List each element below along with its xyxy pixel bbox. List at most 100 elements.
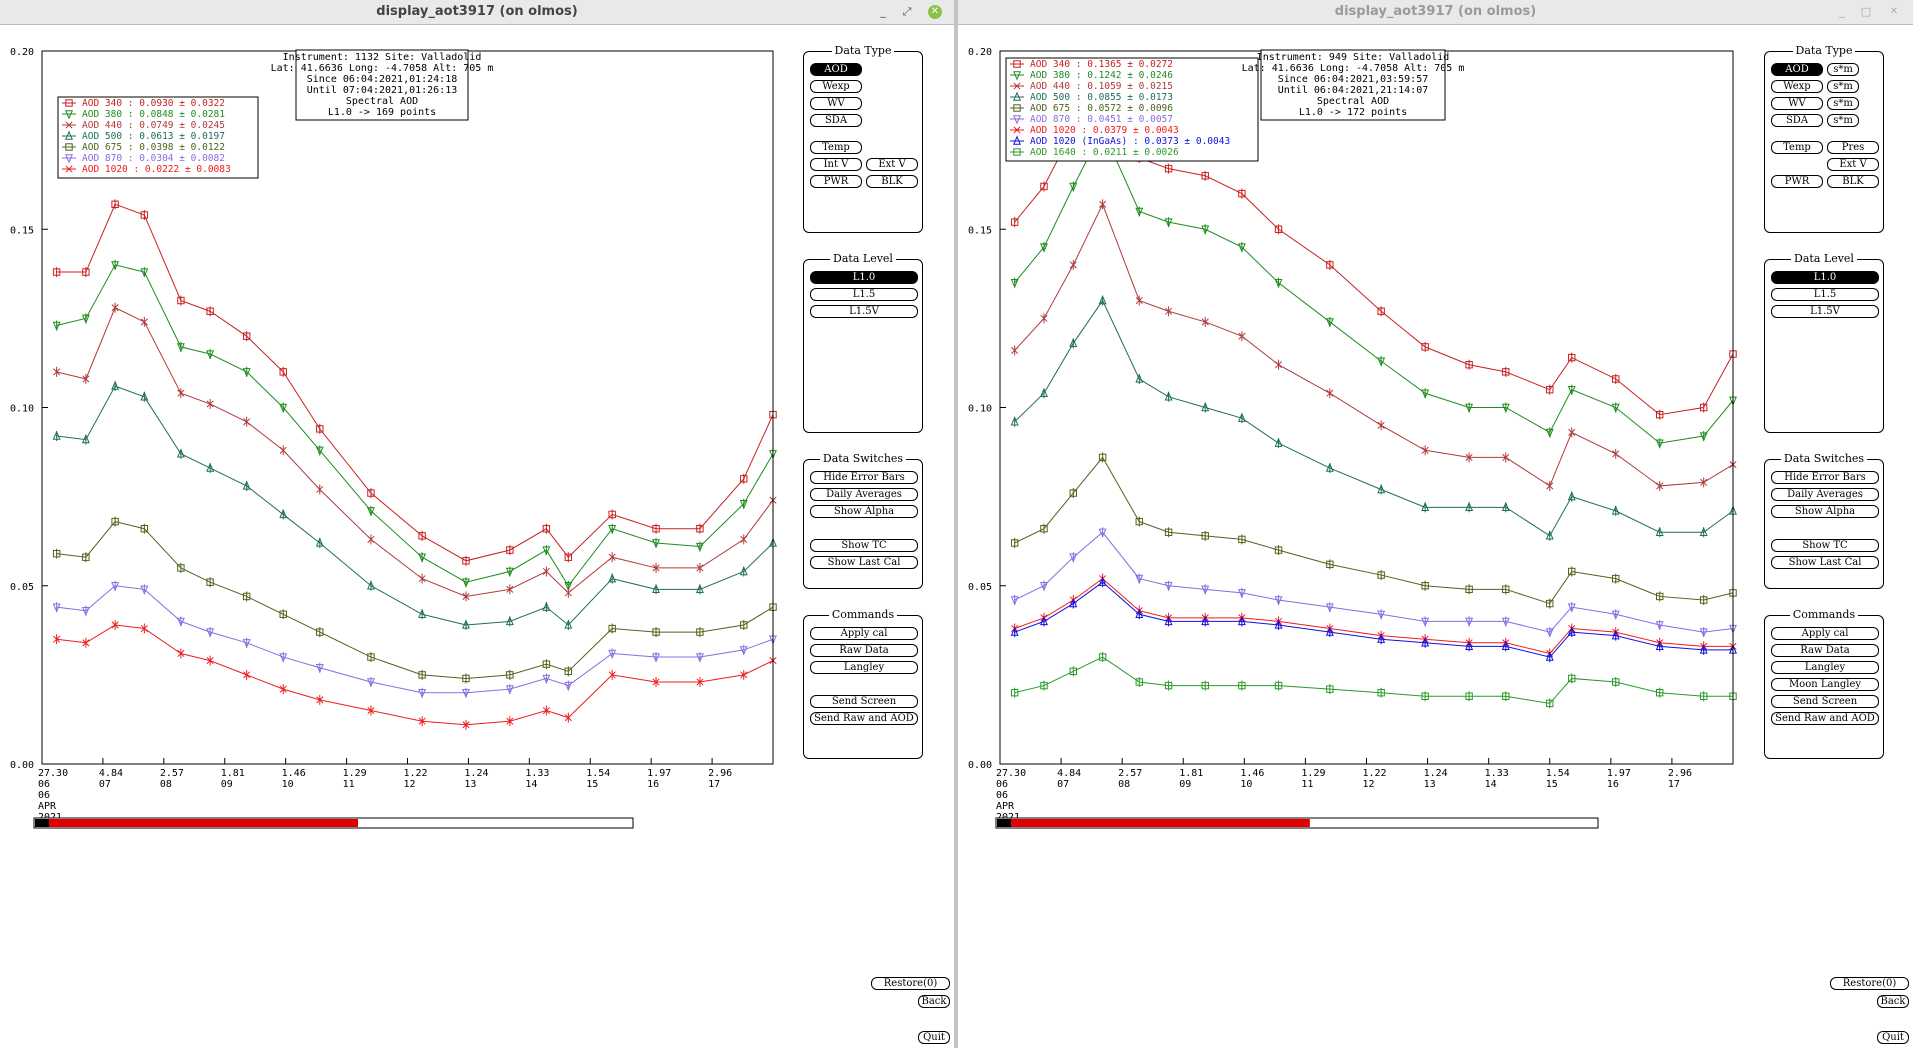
data-point [1546,385,1554,394]
title-bar[interactable]: display_aot3917 (on olmos) _ □ ✕ [958,0,1913,25]
temp-button[interactable]: Temp [1771,141,1823,154]
data-point [1567,626,1576,636]
data-point [462,592,470,600]
wexp-button[interactable]: Wexp [1771,80,1823,93]
data-point [608,573,617,583]
show-last-cal-button[interactable]: Show Last Cal [1771,556,1879,569]
window-title: display_aot3917 (on olmos) [376,4,578,19]
blk-button[interactable]: BLK [1827,175,1879,188]
pwr-button[interactable]: PWR [1771,175,1823,188]
data-point [542,660,551,668]
raw-data-button[interactable]: Raw Data [1771,644,1879,657]
x-tick-label: 1.97 [647,768,671,779]
apply-cal-button[interactable]: Apply cal [1771,627,1879,640]
title-bar[interactable]: display_aot3917 (on olmos) _ ⤢ ✕ [0,0,954,25]
quit-button[interactable]: Quit [1877,1031,1909,1044]
show-last-cal-button[interactable]: Show Last Cal [810,556,918,569]
info-line: Until 07:04:2021,01:26:13 [307,85,458,96]
wexp-stm-button[interactable]: s*m [1827,80,1859,93]
l15-button[interactable]: L1.5 [1771,288,1879,301]
series-line [1014,656,1733,704]
maximize-icon[interactable]: ⤢ [902,5,912,18]
data-point [1010,596,1019,606]
data-point [652,564,660,572]
quit-button[interactable]: Quit [918,1031,950,1044]
data-point [1237,243,1246,253]
data-point [1040,615,1048,626]
wv-button[interactable]: WV [1771,97,1823,110]
ext-v-button[interactable]: Ext V [1827,158,1879,171]
show-alpha-button[interactable]: Show Alpha [810,505,918,518]
data-switches-panel: Data Switches Hide Error Bars Daily Aver… [1764,452,1884,589]
data-point [242,368,251,378]
aod-button[interactable]: AOD [1771,63,1823,76]
l10-button[interactable]: L1.0 [1771,271,1879,284]
raw-data-button[interactable]: Raw Data [810,644,918,657]
send-raw-and-aod-button[interactable]: Send Raw and AOD [810,712,918,725]
send-screen-button[interactable]: Send Screen [1771,695,1879,708]
l15v-button[interactable]: L1.5V [810,305,918,318]
data-point [542,706,550,715]
restore-button[interactable]: Restore(0) [1830,977,1909,990]
show-tc-button[interactable]: Show TC [810,539,918,552]
aod-button[interactable]: AOD [810,63,862,76]
langley-button[interactable]: Langley [1771,661,1879,674]
blk-button[interactable]: BLK [866,175,918,188]
data-point [1237,412,1246,422]
langley-button[interactable]: Langley [810,661,918,674]
send-raw-and-aod-button[interactable]: Send Raw and AOD [1771,712,1879,725]
data-point [1274,225,1283,233]
show-alpha-button[interactable]: Show Alpha [1771,505,1879,518]
legend-marker [1013,60,1021,68]
show-tc-button[interactable]: Show TC [1771,539,1879,552]
send-screen-button[interactable]: Send Screen [810,695,918,708]
series-aod-380 [52,259,777,592]
l15-button[interactable]: L1.5 [810,288,918,301]
l15v-button[interactable]: L1.5V [1771,305,1879,318]
maximize-icon[interactable]: □ [1860,5,1872,18]
data-point [418,532,426,540]
legend-label: AOD 1020 : 0.0222 ± 0.0083 [82,164,231,175]
back-button[interactable]: Back [918,995,950,1008]
wv-button[interactable]: WV [810,97,862,110]
minimize-icon[interactable]: _ [880,5,886,18]
series-line [1014,299,1734,537]
wv-stm-button[interactable]: s*m [1827,97,1859,110]
data-point [1699,432,1708,442]
l10-button[interactable]: L1.0 [810,271,918,284]
temp-button[interactable]: Temp [810,141,862,154]
data-point [1040,582,1048,592]
back-button[interactable]: Back [1877,995,1909,1008]
sda-stm-button[interactable]: s*m [1827,114,1859,127]
hide-error-bars-button[interactable]: Hide Error Bars [810,471,918,484]
sda-button[interactable]: SDA [1771,114,1823,127]
pwr-button[interactable]: PWR [810,175,862,188]
apply-cal-button[interactable]: Apply cal [810,627,918,640]
daily-averages-button[interactable]: Daily Averages [810,488,918,501]
pres-button[interactable]: Pres [1827,141,1879,154]
aod-stm-button[interactable]: s*m [1827,63,1859,76]
close-icon[interactable]: ✕ [928,5,942,19]
ext-v-button[interactable]: Ext V [866,158,918,171]
daily-averages-button[interactable]: Daily Averages [1771,488,1879,501]
close-icon[interactable]: ✕ [1889,6,1899,17]
x-tick-day-label: 14 [525,779,537,790]
int-v-button[interactable]: Int V [810,158,862,171]
minimize-icon[interactable]: _ [1839,5,1845,18]
data-point [608,553,616,561]
x-tick-label: 27.30 [38,768,68,779]
hide-error-bars-button[interactable]: Hide Error Bars [1771,471,1879,484]
y-tick-label: 0.20 [968,47,992,58]
moon-langley-button[interactable]: Moon Langley [1771,678,1879,691]
data-point [315,664,324,674]
data-point [1502,585,1510,594]
restore-button[interactable]: Restore(0) [871,977,950,990]
data-point [696,525,704,533]
wexp-button[interactable]: Wexp [810,80,862,93]
sda-button[interactable]: SDA [810,114,862,127]
data-point [111,517,119,526]
info-line: Since 06:04:2021,03:59:57 [1278,74,1429,85]
data-point [82,553,90,561]
info-line: Spectral AOD [346,96,418,107]
data-point [1011,346,1019,355]
